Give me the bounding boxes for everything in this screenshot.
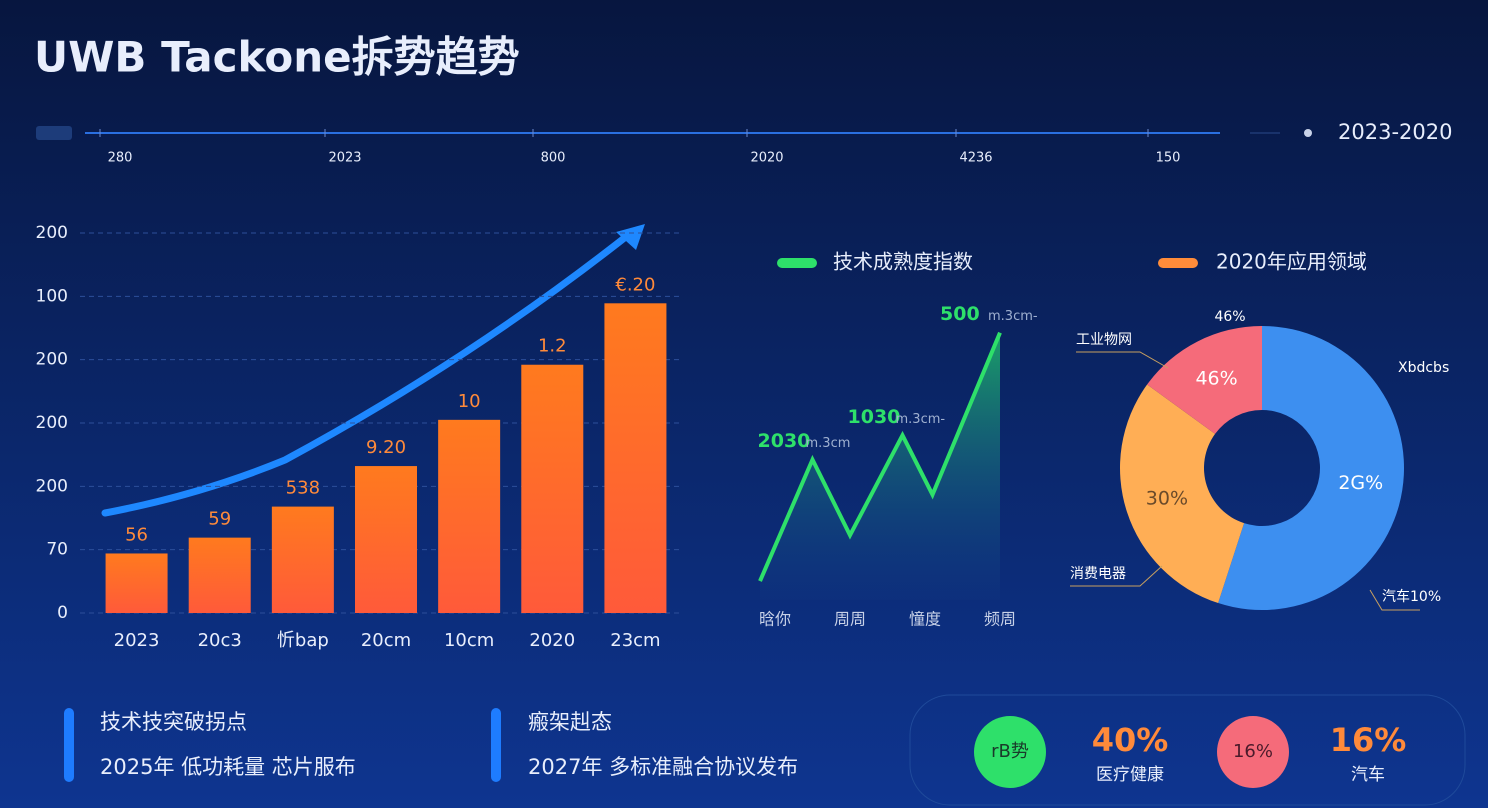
stat-value: 16%: [1330, 721, 1407, 759]
bar: [271, 506, 334, 613]
callout: 46%: [1214, 309, 1245, 325]
milestone-bar: [64, 708, 74, 782]
y-tick-label: 0: [57, 603, 68, 623]
bar: [105, 553, 168, 613]
y-tick-label: 70: [46, 540, 68, 560]
x-tick-label: 晗你: [759, 610, 791, 629]
annotation-unit: m.3cm-: [896, 412, 946, 427]
legend-label: 技术成熟度指数: [833, 250, 973, 274]
legend-swatch: [1158, 258, 1198, 268]
donut-slice: [1120, 384, 1245, 604]
bar: [355, 466, 417, 613]
stat-value: 40%: [1092, 721, 1169, 759]
x-tick-label: 20c3: [198, 630, 242, 651]
y-tick-label: 100: [36, 286, 68, 306]
bar: [438, 419, 501, 613]
timeline-label: 2023: [328, 151, 361, 166]
callout-line: [1076, 351, 1169, 369]
callout: 汽车10%: [1382, 588, 1441, 605]
annotation-value: 500: [940, 303, 980, 325]
annotation-unit: m.3cm-: [988, 309, 1038, 324]
milestone-bar: [491, 708, 501, 782]
trend-arrow: [101, 228, 636, 517]
y-tick-label: 200: [36, 413, 68, 433]
callout: Xbdcbs: [1398, 360, 1449, 376]
bar: [521, 364, 584, 613]
bar-label: 9.20: [366, 437, 406, 458]
stats-panel: [909, 694, 1466, 806]
arrow-head: [616, 224, 645, 250]
legend-swatch: [777, 258, 817, 268]
bar-label: 10: [458, 391, 481, 412]
milestone-title: 瘢架赳态: [528, 710, 612, 734]
milestone-text: 2027年 多标准融合协议发布: [528, 755, 798, 779]
title: UWB Tackone拆势趋势: [34, 33, 520, 82]
slice-label: 2G%: [1338, 472, 1383, 494]
timeline-label: 150: [1156, 151, 1181, 166]
y-tick-label: 200: [36, 476, 68, 496]
timeline-legend: 2023-2020: [1338, 120, 1452, 144]
callout-line: [1369, 589, 1420, 611]
bar-label: €.20: [615, 274, 655, 295]
stat-badge-label: 16%: [1233, 741, 1273, 762]
milestone-text: 2025年 低功耗量 芯片服布: [100, 755, 356, 779]
annotation-unit: m.3cm: [806, 436, 851, 451]
slice-label: 46%: [1195, 367, 1237, 389]
x-tick-label: 20cm: [361, 630, 411, 651]
callout: 消费电器: [1070, 566, 1126, 582]
x-tick-label: 周周: [834, 610, 866, 629]
bar-label: 1.2: [538, 336, 567, 357]
stat-badge-label: rB势: [991, 741, 1029, 762]
x-tick-label: 憧度: [909, 610, 941, 629]
callout: 工业物网: [1076, 332, 1132, 348]
y-tick-label: 200: [36, 350, 68, 370]
timeline-label: 800: [541, 151, 566, 166]
stat-badge: [1217, 716, 1289, 788]
y-tick-label: 200: [36, 223, 68, 243]
annotation-value: 2030: [758, 430, 811, 452]
x-tick-label: 频周: [984, 610, 1016, 629]
line: [758, 331, 1002, 582]
timeline-dot: [1304, 129, 1312, 137]
bar-label: 56: [125, 524, 148, 545]
milestone-title: 技术技突破拐点: [100, 710, 247, 734]
bar-label: 59: [208, 509, 231, 530]
slice-label: 30%: [1146, 487, 1188, 509]
x-tick-label: 2023: [114, 630, 160, 651]
donut-slice: [1218, 326, 1404, 610]
timeline-handle: [36, 126, 72, 140]
x-tick-label: 2020: [529, 630, 575, 651]
x-tick-label: 23cm: [610, 630, 660, 651]
donut-slice: [1147, 326, 1262, 434]
bar-label: 538: [286, 478, 320, 499]
area: [760, 332, 1000, 600]
stat-badge: [974, 716, 1046, 788]
timeline-label: 280: [108, 151, 133, 166]
x-tick-label: 忻bap: [277, 630, 329, 651]
timeline-label: 2020: [750, 151, 783, 166]
callout-line: [1070, 565, 1163, 587]
timeline-label: 4236: [959, 151, 992, 166]
x-tick-label: 10cm: [444, 630, 494, 651]
legend-label: 2020年应用领域: [1216, 250, 1367, 274]
annotation-value: 1030: [848, 406, 901, 428]
bar: [188, 537, 251, 613]
bar: [604, 303, 667, 613]
stat-label: 医疗健康: [1096, 765, 1164, 785]
stat-label: 汽车: [1351, 765, 1385, 785]
